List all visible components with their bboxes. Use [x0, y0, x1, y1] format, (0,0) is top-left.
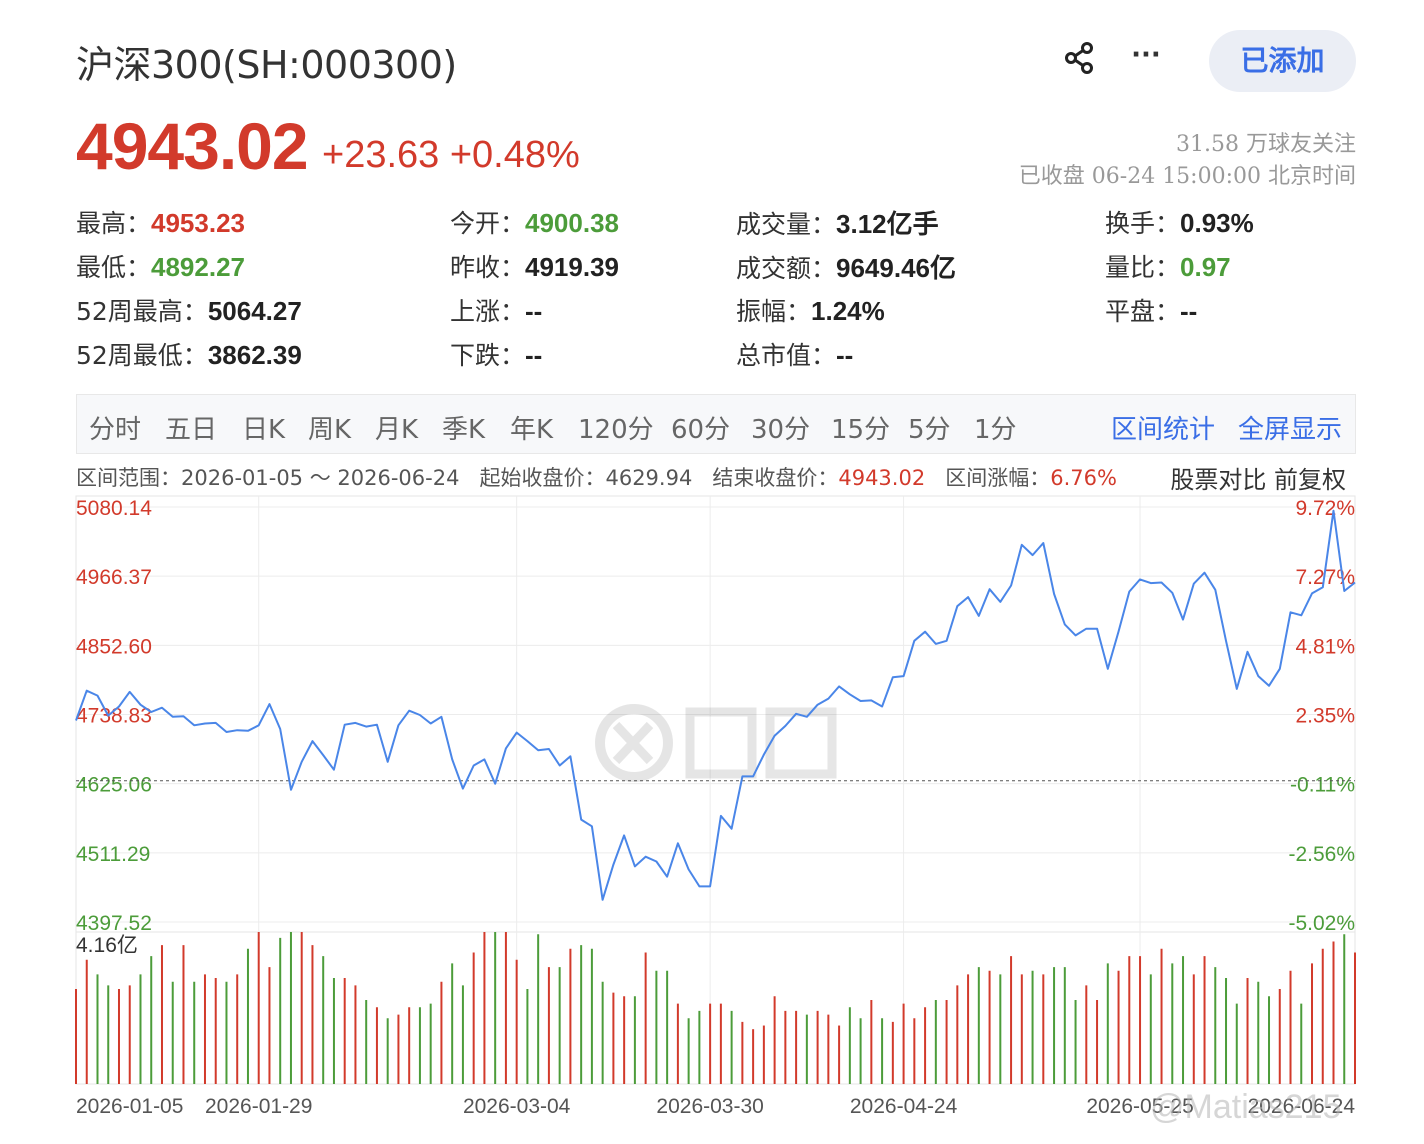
start-close-label: 起始收盘价：: [479, 466, 606, 490]
stats-grid: 最高：4953.23 最低：4892.27 52周最高：5064.27 52周最…: [76, 198, 1356, 374]
x-tick-label: 2026-01-05: [76, 1095, 183, 1118]
x-tick-label: 2026-04-24: [850, 1095, 958, 1118]
y-tick-left: 4397.52: [76, 912, 152, 935]
chart-options: 股票对比 前复权: [1170, 460, 1346, 495]
y-tick-right: -2.56%: [1288, 843, 1355, 866]
stat-market-cap: 总市值：--: [736, 340, 854, 370]
range-summary: 区间范围：2026-01-05 ～ 2026-06-24 起始收盘价：4629.…: [76, 460, 1356, 495]
compare-button[interactable]: 股票对比: [1170, 466, 1267, 494]
tab-quarterly[interactable]: 季K: [442, 415, 486, 445]
volume-max-label: 4.16亿: [76, 934, 138, 957]
stat-low: 最低：4892.27: [76, 252, 245, 282]
tab-yearly[interactable]: 年K: [510, 415, 554, 445]
tab-5min[interactable]: 5分: [908, 415, 951, 445]
y-tick-right: -5.02%: [1288, 912, 1355, 935]
stat-52w-low: 52周最低：3862.39: [76, 340, 302, 370]
adjust-button[interactable]: 前复权: [1274, 466, 1346, 494]
stat-volume: 成交量：3.12亿手: [736, 209, 939, 239]
y-tick-left: 4625.06: [76, 774, 152, 797]
page-title: 沪深300(SH:000300): [76, 43, 457, 87]
stat-high: 最高：4953.23: [76, 208, 245, 238]
x-tick-label: 2026-03-04: [463, 1095, 571, 1118]
y-tick-right: 2.35%: [1295, 705, 1355, 728]
range-change-label: 区间涨幅：: [945, 466, 1051, 490]
stat-prev-close: 昨收：4919.39: [450, 252, 619, 282]
tab-1min[interactable]: 1分: [974, 415, 1017, 445]
share-icon[interactable]: [1061, 40, 1097, 76]
stat-up: 上涨：--: [450, 296, 543, 326]
range-label: 区间范围：: [76, 466, 181, 490]
price-change: +23.63 +0.48%: [322, 134, 580, 176]
xueqiu-logo-icon: [595, 704, 837, 782]
stat-amplitude: 振幅：1.24%: [736, 296, 885, 326]
tab-30min[interactable]: 30分: [751, 415, 811, 445]
quote-row: 4943.02 +23.63 +0.48%: [76, 108, 876, 188]
fullscreen-link[interactable]: 全屏显示: [1238, 415, 1343, 445]
follow-button[interactable]: 已添加: [1209, 30, 1356, 92]
range-stats-link[interactable]: 区间统计: [1111, 415, 1216, 445]
range-change-value: 6.76%: [1050, 466, 1117, 490]
y-tick-left: 4966.37: [76, 566, 152, 589]
more-icon[interactable]: ···: [1131, 40, 1161, 70]
end-close-value: 4943.02: [838, 466, 926, 490]
followers-count: 31.58 万球友关注: [1176, 132, 1356, 157]
chart-frame: [75, 495, 1356, 1085]
tab-5day[interactable]: 五日: [165, 415, 218, 445]
tab-15min[interactable]: 15分: [831, 415, 891, 445]
x-tick-label: 2026-01-29: [205, 1095, 312, 1118]
range-value: 2026-01-05 ～ 2026-06-24: [181, 466, 460, 490]
stat-flat: 平盘：--: [1105, 296, 1198, 326]
tab-weekly[interactable]: 周K: [308, 415, 352, 445]
tab-60min[interactable]: 60分: [671, 415, 731, 445]
y-tick-left: 4511.29: [76, 843, 150, 866]
stat-turnover: 换手：0.93%: [1105, 208, 1254, 238]
tab-monthly[interactable]: 月K: [375, 415, 419, 445]
tab-intraday[interactable]: 分时: [89, 415, 142, 445]
market-status: 已收盘 06-24 15:00:00 北京时间: [1018, 164, 1356, 189]
x-tick-label: 2026-03-30: [656, 1095, 763, 1118]
y-tick-left: 5080.14: [76, 497, 152, 520]
price-line: [75, 509, 1356, 901]
y-tick-right: -0.11%: [1290, 774, 1355, 797]
end-close-label: 结束收盘价：: [712, 466, 839, 490]
tab-daily[interactable]: 日K: [242, 415, 286, 445]
y-tick-right: 9.72%: [1295, 497, 1355, 520]
y-tick-right: 7.27%: [1295, 566, 1355, 589]
stat-52w-high: 52周最高：5064.27: [76, 296, 302, 326]
period-tabs: 分时 五日 日K 周K 月K 季K 年K 120分 60分 30分 15分 5分…: [76, 394, 1356, 454]
header: 沪深300(SH:000300) ··· 已添加: [76, 30, 1356, 92]
stat-volume-ratio: 量比：0.97: [1105, 252, 1231, 282]
y-tick-left: 4852.60: [76, 635, 152, 658]
y-tick-right: 4.81%: [1295, 635, 1355, 658]
start-close-value: 4629.94: [605, 466, 693, 490]
stat-amount: 成交额：9649.46亿: [736, 253, 956, 283]
tab-120min[interactable]: 120分: [578, 415, 654, 445]
stat-open: 今开：4900.38: [450, 208, 619, 238]
y-tick-left: 4738.83: [76, 705, 152, 728]
watermark: @Matias215: [1150, 1088, 1342, 1126]
current-price: 4943.02: [76, 109, 309, 183]
stat-down: 下跌：--: [450, 340, 543, 370]
